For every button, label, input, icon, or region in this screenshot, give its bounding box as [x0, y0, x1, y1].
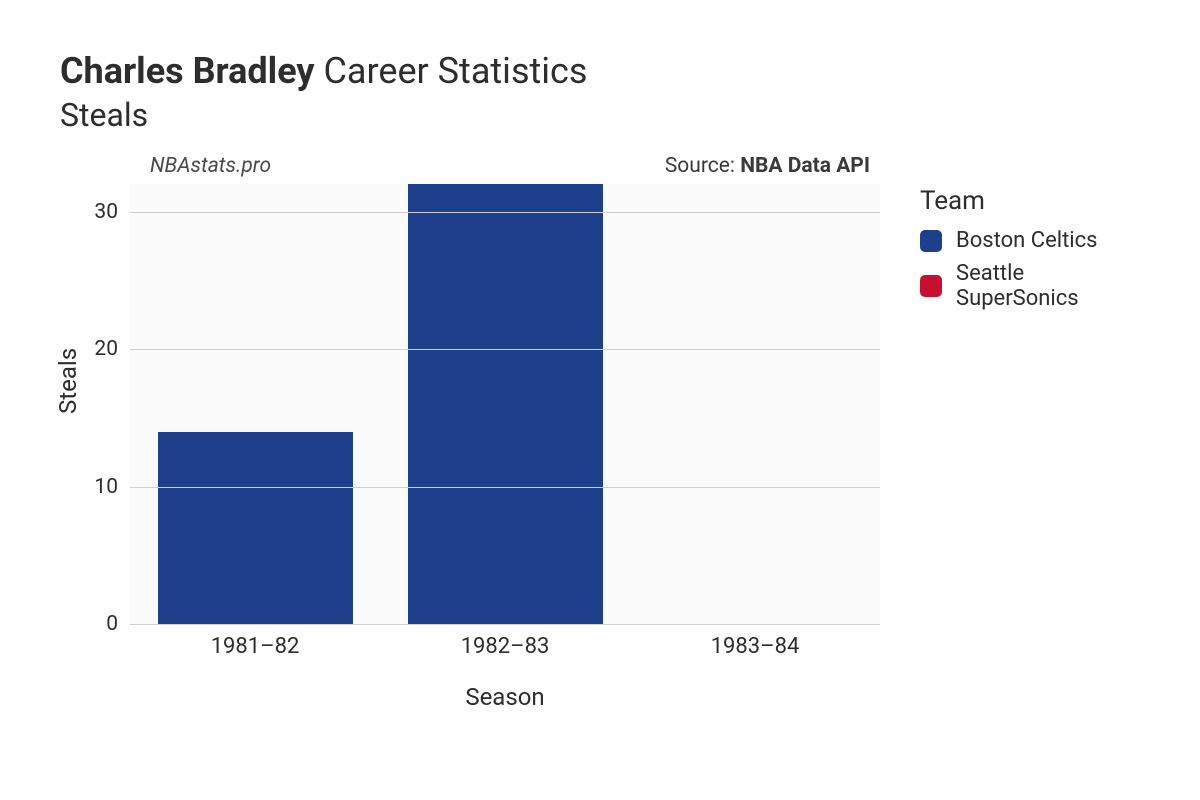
legend-item: Boston Celtics — [920, 228, 1140, 253]
plot-region: 0102030 — [130, 184, 880, 624]
y-axis-label: Steals — [54, 348, 82, 414]
bar-slot — [380, 184, 630, 624]
gridline — [130, 212, 880, 213]
legend-item: Seattle SuperSonics — [920, 261, 1140, 311]
subtitle-stat: Steals — [60, 96, 1140, 134]
source-credit: Source: NBA Data API — [665, 154, 870, 178]
legend-swatch — [920, 275, 942, 297]
bar — [408, 184, 603, 624]
legend-swatch — [920, 230, 942, 252]
title-suffix: Career Statistics — [323, 50, 587, 92]
gridline — [130, 624, 880, 625]
legend-label: Seattle SuperSonics — [956, 261, 1140, 311]
y-tick-label: 20 — [94, 337, 130, 361]
x-tick-row: 1981–821982–831983–84 — [130, 634, 880, 659]
legend-title: Team — [920, 186, 1140, 216]
page-title: Charles Bradley Career Statistics — [60, 50, 1140, 92]
gridline — [130, 349, 880, 350]
legend-label: Boston Celtics — [956, 228, 1098, 253]
bar-slot — [630, 184, 880, 624]
bar-slot — [130, 184, 380, 624]
x-axis-label: Season — [120, 683, 890, 711]
y-tick-label: 0 — [106, 612, 130, 636]
chart-area: NBAstats.pro Source: NBA Data API Steals… — [60, 154, 890, 711]
y-tick-label: 30 — [94, 200, 130, 224]
bars-group — [130, 184, 880, 624]
x-tick-label: 1983–84 — [630, 634, 880, 659]
player-name: Charles Bradley — [60, 50, 315, 92]
y-tick-label: 10 — [94, 475, 130, 499]
x-tick-label: 1982–83 — [380, 634, 630, 659]
legend: Team Boston Celtics Seattle SuperSonics — [890, 154, 1140, 319]
attribution-row: NBAstats.pro Source: NBA Data API — [60, 154, 890, 178]
x-tick-label: 1981–82 — [130, 634, 380, 659]
bar — [158, 432, 353, 625]
site-watermark: NBAstats.pro — [150, 154, 271, 178]
gridline — [130, 487, 880, 488]
chart-container: Charles Bradley Career Statistics Steals… — [0, 0, 1200, 751]
